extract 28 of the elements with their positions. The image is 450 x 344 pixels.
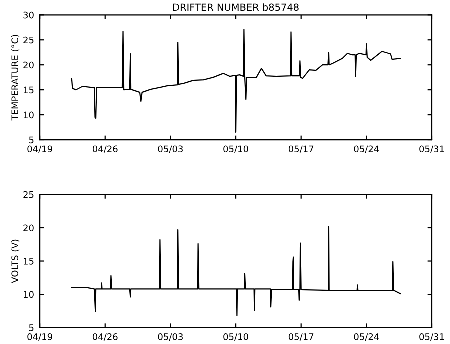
x-tick-label: 05/17 <box>288 334 314 342</box>
y-tick-label: 15 <box>24 258 34 265</box>
y-tick-label: 25 <box>24 36 34 44</box>
x-tick-label: 05/10 <box>224 334 248 342</box>
x-tick-label: 05/03 <box>158 146 183 154</box>
y-tick-label: 5 <box>29 324 34 332</box>
y-tick-label: 30 <box>24 12 34 19</box>
y-axis-title: TEMPERATURE (°C) <box>12 35 20 121</box>
y-tick-label: 10 <box>24 291 34 298</box>
y-tick-label: 20 <box>24 224 34 232</box>
x-tick-label: 05/31 <box>420 146 444 154</box>
y-axis-title: VOLTS (V) <box>12 240 20 284</box>
y-tick-label: 15 <box>24 86 34 94</box>
x-tick-label: 04/26 <box>92 334 118 342</box>
x-tick-label: 04/26 <box>92 146 118 154</box>
y-tick-label: 25 <box>24 191 34 198</box>
x-tick-label: 04/19 <box>28 146 52 154</box>
x-tick-label: 05/03 <box>158 334 183 342</box>
chart-title: DRIFTER NUMBER b85748 <box>173 4 299 12</box>
x-tick-label: 05/24 <box>354 146 380 154</box>
x-tick-label: 04/19 <box>28 334 52 342</box>
y-tick-label: 5 <box>29 136 34 144</box>
x-tick-label: 05/17 <box>288 146 314 154</box>
y-tick-label: 10 <box>24 112 34 119</box>
x-tick-label: 05/10 <box>224 146 248 154</box>
x-tick-label: 05/24 <box>354 334 380 342</box>
y-tick-label: 20 <box>24 62 34 69</box>
x-tick-label: 05/31 <box>420 334 444 342</box>
